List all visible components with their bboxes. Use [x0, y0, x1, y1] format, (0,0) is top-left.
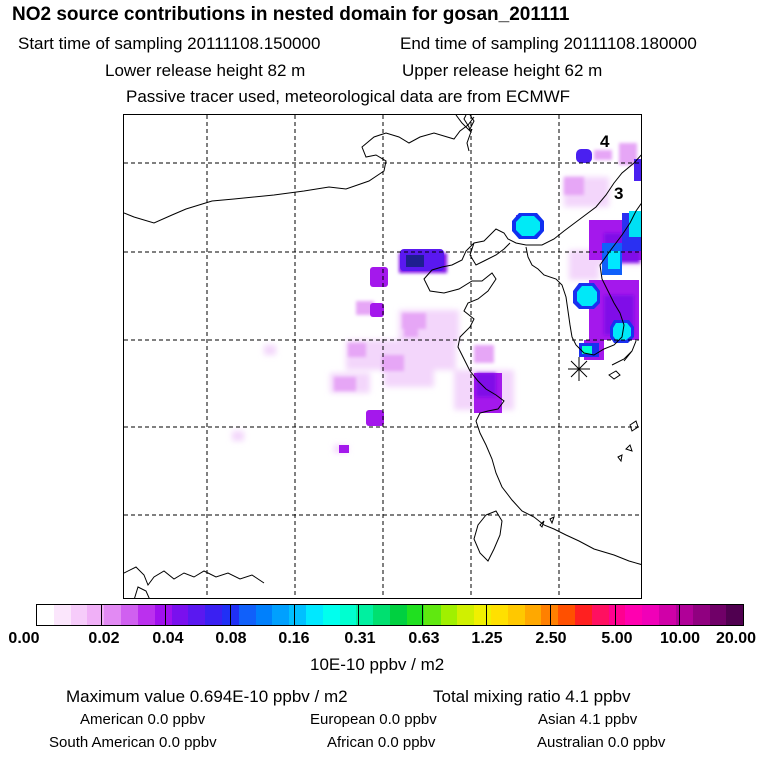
colorbar-divider [614, 605, 616, 625]
tracer-note: Passive tracer used, meteorological data… [126, 87, 571, 106]
map-gridlines [124, 115, 641, 598]
colorbar-segment [625, 605, 643, 625]
colorbar-segment [272, 605, 290, 625]
figure-title: NO2 source contributions in nested domai… [12, 4, 570, 25]
colorbar-segment [440, 605, 458, 625]
colorbar-segment [188, 605, 206, 625]
colorbar-segment [104, 605, 122, 625]
european-contribution: European 0.0 ppbv [310, 711, 437, 728]
colorbar-segment [608, 605, 626, 625]
lower-height-label: Lower release height 82 m [105, 61, 306, 80]
colorbar-segment [238, 605, 256, 625]
colorbar-segment [87, 605, 105, 625]
colorbar-segment [373, 605, 391, 625]
colorbar-segment [692, 605, 710, 625]
colorbar-segment [37, 605, 54, 625]
colorbar [36, 604, 744, 626]
colorbar-tick-3: 0.08 [215, 630, 247, 647]
colorbar-divider [293, 605, 295, 625]
marker-label-3: 3 [614, 184, 623, 203]
colorbar-segment [137, 605, 155, 625]
colorbar-segment [558, 605, 575, 625]
plume-cyan [512, 211, 641, 357]
colorbar-segment [306, 605, 323, 625]
colorbar-tick-10: 10.00 [659, 630, 701, 647]
gosan-site-marker [568, 357, 590, 381]
colorbar-segment [390, 605, 407, 625]
plume-blue [400, 149, 641, 275]
african-contribution: African 0.0 ppbv [327, 734, 436, 751]
colorbar-tick-11: 20.00 [715, 630, 757, 647]
australian-contribution: Australian 0.0 ppbv [537, 734, 666, 751]
colorbar-divider [101, 605, 103, 625]
colorbar-tick-0: 0.00 [8, 630, 40, 647]
colorbar-segment [575, 605, 592, 625]
colorbar-divider [229, 605, 231, 625]
colorbar-segment [591, 605, 609, 625]
colorbar-segment [726, 605, 744, 625]
colorbar-segment [406, 605, 424, 625]
colorbar-segment [541, 605, 559, 625]
colorbar-divider [678, 605, 680, 625]
marker-label-4: 4 [600, 132, 610, 151]
colorbar-segment [70, 605, 88, 625]
colorbar-segment [289, 605, 306, 625]
colorbar-segment [356, 605, 374, 625]
max-value-label: Maximum value 0.694E-10 ppbv / m2 [66, 687, 348, 706]
asian-contribution: Asian 4.1 ppbv [538, 711, 638, 728]
colorbar-divider [486, 605, 488, 625]
colorbar-segment [255, 605, 273, 625]
start-time-label: Start time of sampling 20111108.150000 [18, 34, 321, 53]
colorbar-segment [154, 605, 172, 625]
colorbar-tick-7: 1.25 [471, 630, 503, 647]
map-canvas: 4 3 [124, 115, 641, 598]
colorbar-segment [507, 605, 525, 625]
plume-purple [339, 215, 641, 453]
south-american-contribution: South American 0.0 ppbv [49, 734, 217, 751]
colorbar-segment [642, 605, 660, 625]
colorbar-divider [357, 605, 359, 625]
colorbar-tick-4: 0.16 [278, 630, 310, 647]
colorbar-divider [550, 605, 552, 625]
colorbar-segment [474, 605, 491, 625]
coastlines [124, 115, 641, 598]
colorbar-tick-8: 2.50 [535, 630, 567, 647]
colorbar-unit: 10E-10 ppbv / m2 [310, 655, 445, 674]
colorbar-segment [322, 605, 340, 625]
colorbar-segment [339, 605, 357, 625]
colorbar-segment [423, 605, 441, 625]
colorbar-segment [490, 605, 508, 625]
colorbar-tick-2: 0.04 [152, 630, 184, 647]
colorbar-segment [675, 605, 693, 625]
upper-height-label: Upper release height 62 m [402, 61, 603, 80]
american-contribution: American 0.0 ppbv [80, 711, 206, 728]
colorbar-segment [171, 605, 189, 625]
total-mixing-ratio: Total mixing ratio 4.1 ppbv [433, 687, 631, 706]
end-time-label: End time of sampling 20111108.180000 [400, 34, 697, 53]
colorbar-tick-9: 5.00 [601, 630, 633, 647]
colorbar-divider [422, 605, 424, 625]
colorbar-segment [659, 605, 676, 625]
colorbar-segment [121, 605, 138, 625]
colorbar-segment [457, 605, 475, 625]
colorbar-segment [53, 605, 71, 625]
colorbar-tick-6: 0.63 [408, 630, 440, 647]
colorbar-tick-1: 0.02 [88, 630, 120, 647]
colorbar-segment [205, 605, 222, 625]
map-panel: 4 3 [123, 114, 642, 599]
colorbar-segment [709, 605, 727, 625]
colorbar-divider [165, 605, 167, 625]
colorbar-segment [524, 605, 542, 625]
colorbar-tick-5: 0.31 [344, 630, 376, 647]
